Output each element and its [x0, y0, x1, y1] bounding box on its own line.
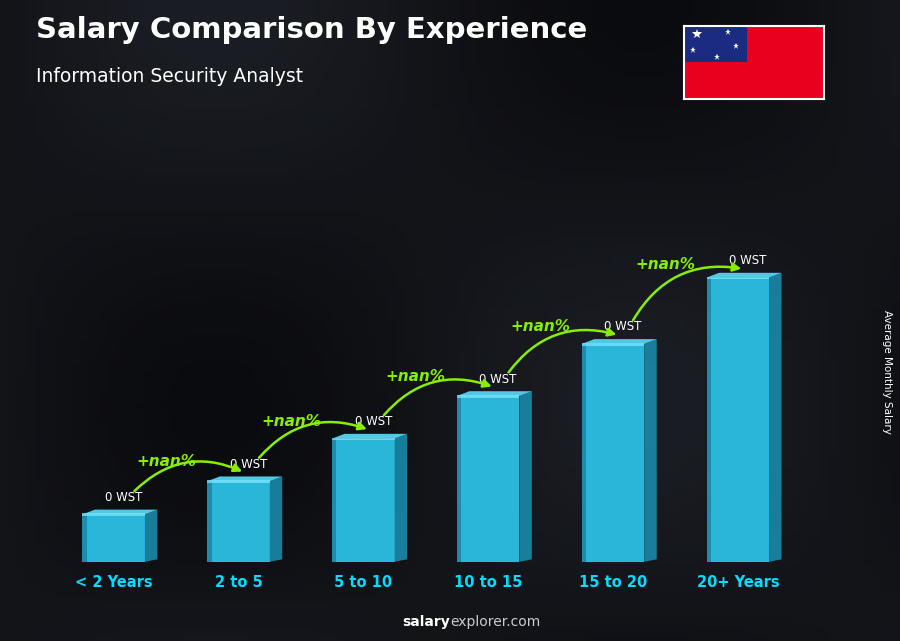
- Bar: [457, 396, 519, 562]
- Polygon shape: [519, 391, 532, 562]
- Polygon shape: [207, 476, 283, 481]
- Bar: [83, 513, 145, 516]
- Text: 0 WST: 0 WST: [729, 254, 767, 267]
- Bar: [207, 480, 270, 483]
- Bar: [581, 344, 586, 562]
- Text: 0 WST: 0 WST: [105, 491, 142, 504]
- Bar: [332, 438, 394, 440]
- Polygon shape: [770, 273, 781, 562]
- Text: +nan%: +nan%: [261, 414, 321, 429]
- Text: 0 WST: 0 WST: [230, 458, 267, 470]
- Bar: [457, 396, 462, 562]
- Text: Average Monthly Salary: Average Monthly Salary: [881, 310, 892, 434]
- Bar: [581, 344, 644, 562]
- Text: Salary Comparison By Experience: Salary Comparison By Experience: [36, 16, 587, 44]
- Polygon shape: [332, 434, 407, 438]
- Bar: [706, 278, 770, 562]
- Polygon shape: [83, 510, 158, 514]
- Bar: [684, 26, 747, 62]
- Bar: [83, 514, 86, 562]
- Bar: [332, 438, 394, 562]
- Bar: [457, 395, 519, 398]
- Bar: [706, 277, 770, 279]
- Polygon shape: [644, 339, 657, 562]
- Bar: [332, 438, 337, 562]
- Text: 0 WST: 0 WST: [604, 320, 642, 333]
- Polygon shape: [394, 434, 407, 562]
- Bar: [207, 481, 211, 562]
- Bar: [581, 343, 644, 345]
- Polygon shape: [270, 476, 283, 562]
- Text: salary: salary: [402, 615, 450, 629]
- Bar: [207, 481, 270, 562]
- Polygon shape: [457, 391, 532, 396]
- Text: Information Security Analyst: Information Security Analyst: [36, 67, 303, 87]
- Polygon shape: [145, 510, 158, 562]
- Text: 0 WST: 0 WST: [480, 372, 517, 385]
- Text: explorer.com: explorer.com: [450, 615, 540, 629]
- Text: 0 WST: 0 WST: [355, 415, 392, 428]
- Text: +nan%: +nan%: [136, 454, 196, 469]
- Text: +nan%: +nan%: [510, 319, 571, 334]
- Bar: [706, 278, 711, 562]
- Text: +nan%: +nan%: [635, 258, 696, 272]
- Polygon shape: [581, 339, 657, 344]
- Text: +nan%: +nan%: [386, 369, 446, 384]
- Polygon shape: [706, 273, 781, 278]
- Bar: [83, 514, 145, 562]
